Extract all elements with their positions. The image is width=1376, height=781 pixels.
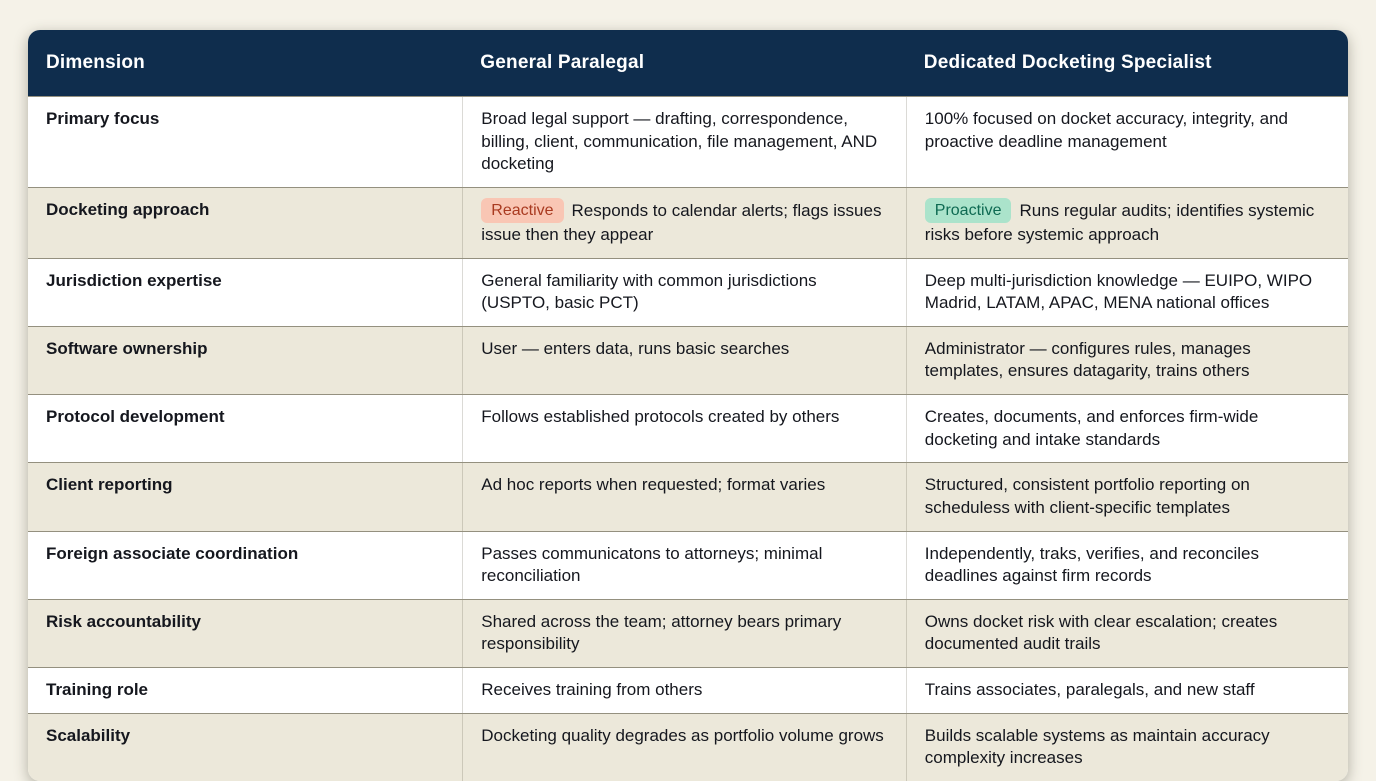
dimension-label: Protocol development [46, 407, 225, 427]
table-row-scalability: Scalability Docketing quality degrades a… [28, 712, 1348, 781]
dimension-label: Docketing approach [46, 199, 210, 219]
specialist-text: Creates, documents, and enforces firm-wi… [924, 407, 1259, 449]
specialist-cell: Owns docket risk with clear escalation; … [905, 599, 1348, 667]
paralegal-text: Shared across the team; attorney bears p… [481, 611, 842, 654]
specialist-cell: Creates, documents, and enforces firm-wi… [905, 395, 1348, 463]
table-row-training-role: Training role Receives training from oth… [28, 666, 1348, 713]
table-row-foreign-associate-coordination: Foreign associate coordination Passes co… [28, 530, 1348, 599]
dimension-label: Software ownership [46, 338, 208, 358]
paralegal-text: Docketing quality degrades as portfolio … [481, 725, 884, 745]
table-row-client-reporting: Client reporting Ad hoc reports when req… [28, 462, 1348, 531]
reactive-badge: Reactive [481, 197, 564, 224]
specialist-text: Builds scalable systems as maintain accu… [924, 725, 1270, 768]
paralegal-cell: Shared across the team; attorney bears p… [462, 599, 906, 667]
dimension-label: Training role [46, 679, 149, 699]
specialist-cell: Deep multi-jurisdiction knowledge — EUIP… [905, 258, 1348, 326]
specialist-text: Administrator — configures rules, manage… [924, 338, 1251, 381]
table-row-docketing-approach: Docketing approach Reactive Responds to c… [28, 186, 1348, 258]
column-header-general-paralegal: General Paralegal [480, 52, 645, 73]
table-row-primary-focus: Primary focus Broad legal support — draf… [28, 96, 1348, 187]
table-row-jurisdiction-expertise: Jurisdiction expertise General familiari… [28, 257, 1348, 326]
column-header-dimension: Dimension [46, 52, 145, 73]
paralegal-text: General familiarity with common jurisdic… [481, 270, 817, 313]
paralegal-cell: Passes communicatons to attorneys; minim… [462, 531, 906, 599]
paralegal-text: Ad hoc reports when requested; format va… [481, 475, 826, 495]
dimension-label: Risk accountability [46, 611, 201, 631]
dimension-label: Primary focus [46, 109, 160, 128]
paralegal-text: Passes communicatons to attorneys; minim… [481, 543, 823, 586]
dimension-label: Jurisdiction expertise [46, 270, 222, 290]
dimension-label: Foreign associate coordination [46, 543, 299, 563]
paralegal-cell: General familiarity with common jurisdic… [462, 258, 906, 326]
specialist-cell: Structured, consistent portfolio reporti… [905, 463, 1348, 531]
paralegal-text: Responds to calendar alerts; flags issue… [481, 200, 882, 245]
dimension-label: Scalability [46, 725, 131, 745]
table-row-risk-accountability: Risk accountability Shared across the te… [28, 598, 1348, 667]
paralegal-cell: Receives training from others [462, 667, 906, 713]
specialist-text: Structured, consistent portfolio reporti… [924, 475, 1250, 517]
proactive-badge: Proactive [924, 197, 1012, 224]
specialist-text: Runs regular audits; identifies systemic… [924, 200, 1315, 245]
comparison-table: Dimension General Paralegal Dedicated Do… [28, 30, 1348, 781]
specialist-cell: Independently, traks, verifies, and reco… [905, 531, 1348, 599]
paralegal-cell: Ad hoc reports when requested; format va… [462, 463, 906, 531]
paralegal-text: Follows established protocols created by… [481, 407, 840, 427]
table-row-protocol-development: Protocol development Follows established… [28, 394, 1348, 463]
specialist-cell: Proactive Runs regular audits; identifies… [905, 187, 1348, 258]
specialist-cell: Trains associates, paralegals, and new s… [905, 667, 1348, 713]
table-header-row: Dimension General Paralegal Dedicated Do… [28, 30, 1348, 96]
paralegal-text: Broad legal support — drafting, correspo… [481, 109, 878, 174]
paralegal-cell: Docketing quality degrades as portfolio … [462, 713, 906, 781]
specialist-cell: 100% focused on docket accuracy, integri… [905, 97, 1348, 187]
specialist-text: Trains associates, paralegals, and new s… [924, 679, 1255, 699]
table-row-software-ownership: Software ownership User — enters data, r… [28, 325, 1348, 395]
paralegal-text: User — enters data, runs basic searches [481, 338, 790, 358]
paralegal-text: Receives training from others [481, 679, 703, 699]
specialist-text: Deep multi-jurisdiction knowledge — EUIP… [924, 270, 1313, 313]
specialist-cell: Administrator — configures rules, manage… [905, 326, 1348, 395]
dimension-label: Client reporting [46, 475, 173, 495]
paralegal-cell: Follows established protocols created by… [462, 395, 906, 463]
specialist-cell: Builds scalable systems as maintain accu… [905, 713, 1348, 781]
specialist-text: Owns docket risk with clear escalation; … [924, 611, 1278, 654]
paralegal-cell: Broad legal support — drafting, correspo… [462, 97, 906, 187]
specialist-text: Independently, traks, verifies, and reco… [924, 543, 1259, 586]
specialist-text: 100% focused on docket accuracy, integri… [924, 109, 1288, 151]
paralegal-cell: User — enters data, runs basic searches [462, 326, 906, 395]
paralegal-cell: Reactive Responds to calendar alerts; fla… [462, 187, 906, 258]
column-header-docketing-specialist: Dedicated Docketing Specialist [923, 52, 1212, 73]
